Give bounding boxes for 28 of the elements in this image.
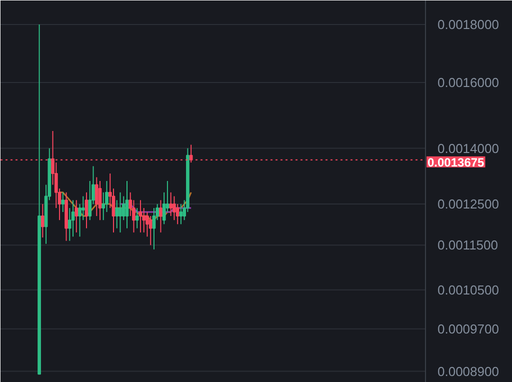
- y-tick-label: 0.0010500: [438, 282, 499, 298]
- ref-line-label: 0.0013675: [428, 155, 485, 170]
- candlestick: [135, 208, 139, 229]
- candlestick: [84, 192, 88, 229]
- candlestick: [179, 204, 183, 225]
- candlestick: [159, 200, 162, 233]
- candlestick: [118, 192, 122, 233]
- candlestick: [115, 200, 119, 229]
- candlestick: [74, 200, 78, 233]
- y-tick-label: 0.0008900: [438, 364, 499, 379]
- candlestick: [94, 176, 98, 217]
- y-tick-label: 0.0014000: [438, 140, 499, 156]
- candlestick: [125, 180, 129, 229]
- y-tick-label: 0.0018000: [438, 17, 499, 32]
- candlestick: [98, 180, 102, 221]
- candlestick: [152, 208, 156, 250]
- candlestick: [138, 200, 142, 233]
- candlestick: [172, 196, 176, 221]
- candlestick: [61, 192, 65, 213]
- candlestick: [71, 200, 75, 238]
- y-tick-label: 0.0012500: [438, 196, 499, 212]
- y-tick-label: 0.0016000: [438, 75, 499, 90]
- candlestick: [81, 196, 85, 221]
- candlestick: [169, 192, 173, 217]
- candlestick: [148, 216, 152, 246]
- y-tick-label: 0.0009700: [438, 321, 499, 336]
- y-tick-label: 0.0011500: [438, 238, 498, 253]
- candlestick: [40, 204, 44, 238]
